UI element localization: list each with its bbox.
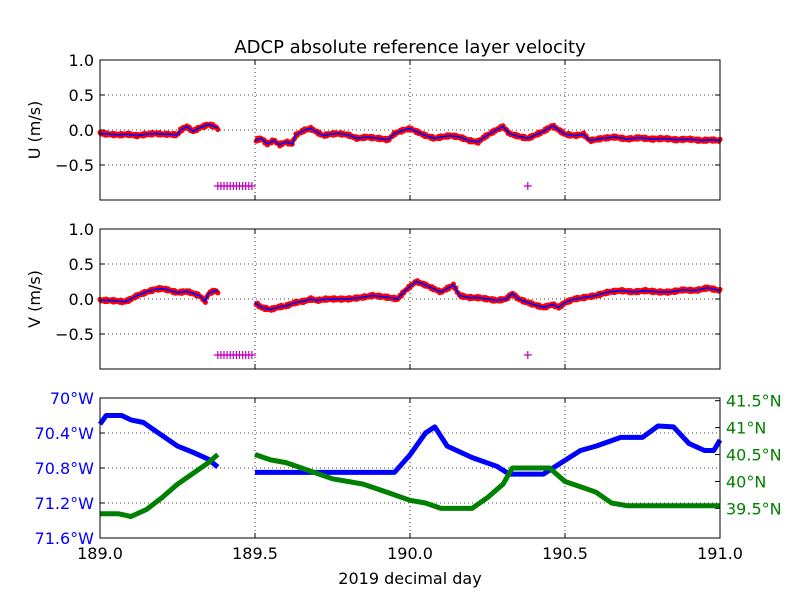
- pos-right-y-tick-label: 40°N: [726, 472, 766, 491]
- pos-left-y-tick-label: 71.6°W: [35, 529, 95, 548]
- pos-longitude-line: [255, 423, 723, 477]
- v-flag-marker: [523, 351, 532, 359]
- pos-left-y-tick-label: 70°W: [50, 389, 94, 408]
- pos-right-y-tick-label: 41°N: [726, 419, 766, 438]
- v-axes-frame: [99, 228, 721, 370]
- pos-left-y-tick-label: 71.2°W: [35, 494, 95, 513]
- pos-x-tick-label: 190.0: [387, 544, 433, 563]
- pos-axes-frame: [99, 397, 721, 539]
- pos-x-tick-label: 189.5: [232, 544, 278, 563]
- pos-x-tick-label: 190.5: [542, 544, 588, 563]
- panel-position: 189.0 189.5 190.0 190.5 191.0 70°W 70.4°W 70.8°…: [35, 389, 782, 563]
- pos-right-y-tick-label: 40.5°N: [726, 446, 782, 465]
- u-y-tick-label: −0.5: [55, 156, 94, 175]
- u-series-line: [254, 124, 721, 146]
- u-flag-marker: [247, 182, 256, 190]
- u-y-tick-label: 1.0: [69, 51, 94, 70]
- v-y-tick-label: −0.5: [55, 325, 94, 344]
- u-ylabel: U (m/s): [25, 101, 44, 160]
- panel-u: 1.0 0.5 0.0 −0.5: [55, 51, 723, 201]
- pos-latitude-line: [254, 452, 720, 511]
- u-series-line: [99, 123, 219, 137]
- pos-x-tick-label: 189.0: [77, 544, 123, 563]
- pos-x-tick-label: 191.0: [697, 544, 743, 563]
- v-y-tick-label: 1.0: [69, 220, 94, 239]
- u-axes-frame: [99, 59, 721, 201]
- u-flag-marker: [523, 182, 532, 190]
- v-series-line: [100, 287, 219, 303]
- pos-right-y-tick-label: 41.5°N: [726, 392, 782, 411]
- v-ylabel: V (m/s): [25, 270, 44, 328]
- figure-title: ADCP absolute reference layer velocity: [234, 37, 586, 58]
- panel-v: 1.0 0.5 0.0 −0.5: [55, 220, 723, 370]
- pos-right-y-tick-label: 39.5°N: [726, 499, 782, 518]
- pos-left-y-tick-label: 70.4°W: [35, 424, 95, 443]
- pos-longitude-line: [97, 413, 220, 470]
- u-y-tick-label: 0.0: [69, 121, 94, 140]
- pos-left-y-tick-label: 70.8°W: [35, 459, 95, 478]
- pos-latitude-line: [100, 452, 220, 519]
- v-y-tick-label: 0.5: [69, 255, 94, 274]
- v-series-line: [254, 280, 721, 311]
- u-y-tick-label: 0.5: [69, 86, 94, 105]
- v-flag-marker: [247, 351, 256, 359]
- v-y-tick-label: 0.0: [69, 290, 94, 309]
- x-axis-label: 2019 decimal day: [338, 569, 481, 588]
